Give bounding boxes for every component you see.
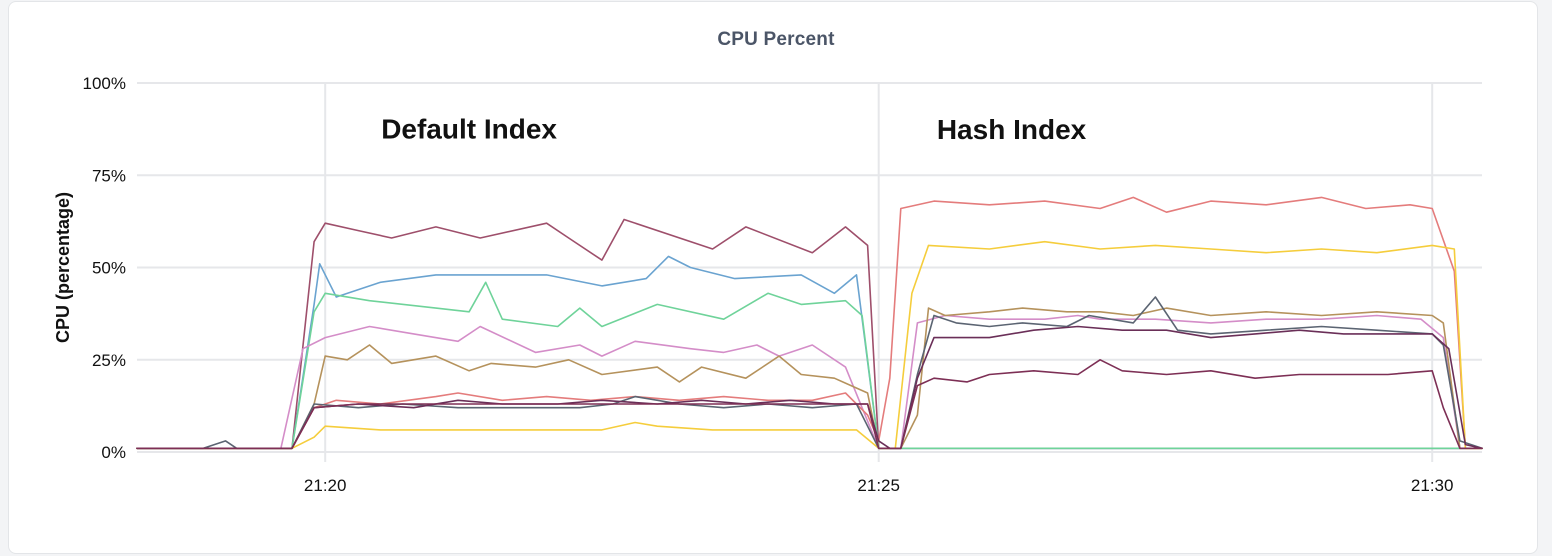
y-tick-label: 50% — [92, 259, 126, 278]
series-line-5 — [136, 307, 1483, 450]
y-tick-label: 0% — [101, 443, 126, 462]
annotation-label-1: Default Index — [381, 113, 557, 144]
label-layer: 0% 25% 50% 75% 100% 21:20 21:25 21:30 CPU (perce… — [53, 74, 1453, 495]
y-tick-label: 100% — [83, 74, 126, 93]
chart-panel — [8, 1, 1538, 554]
x-tick-label: 21:20 — [304, 476, 347, 495]
series-line-7 — [136, 240, 1483, 450]
x-tick-label: 21:30 — [1411, 476, 1454, 495]
series-line-10 — [136, 358, 1483, 450]
series-line-1 — [136, 218, 1483, 450]
y-axis-label: CPU (percentage) — [53, 192, 73, 343]
series-line-2 — [136, 255, 1483, 450]
chart-title: CPU Percent — [717, 29, 835, 50]
grid-layer — [137, 82, 1482, 462]
y-tick-label: 75% — [92, 166, 126, 185]
annotation-label-2: Hash Index — [937, 114, 1087, 145]
series-line-4 — [136, 314, 1483, 450]
series-layer — [136, 196, 1483, 450]
y-tick-label: 25% — [92, 351, 126, 370]
x-tick-label: 21:25 — [857, 476, 900, 495]
series-line-6 — [136, 196, 1483, 450]
series-line-3 — [136, 281, 1483, 450]
